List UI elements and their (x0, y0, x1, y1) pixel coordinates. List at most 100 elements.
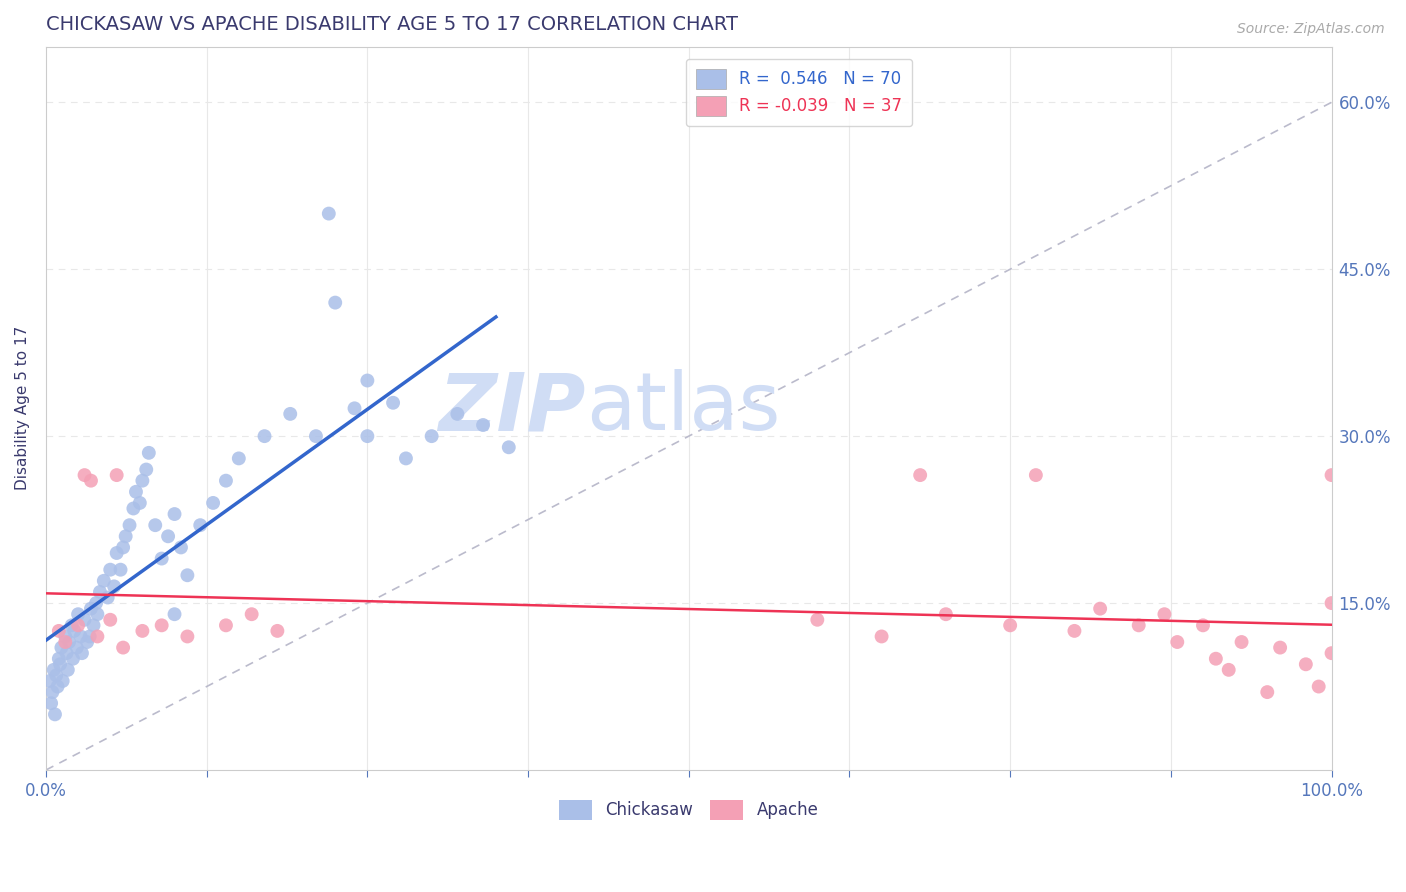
Point (138, 446, 160, 460)
Point (84, 596, 107, 610)
Point (131, 474, 153, 488)
Legend: Chickasaw, Apache: Chickasaw, Apache (553, 793, 825, 827)
Point (170, 541, 193, 555)
Point (446, 407, 468, 421)
Point (53, 635, 76, 649)
Point (318, 206, 340, 220)
Point (1218, 663, 1240, 677)
Point (1128, 618, 1150, 632)
Point (73, 468, 96, 483)
Point (356, 429, 378, 443)
Point (67, 618, 90, 632)
Point (908, 468, 931, 483)
Point (150, 551, 173, 566)
Point (870, 630, 893, 644)
Point (498, 440, 520, 454)
Point (112, 541, 135, 555)
Point (163, 507, 186, 521)
Point (1166, 635, 1188, 649)
Point (67, 607, 90, 622)
Point (176, 630, 198, 644)
Point (188, 518, 211, 533)
Point (60, 618, 83, 632)
Point (131, 624, 153, 638)
Point (998, 618, 1021, 632)
Point (83, 618, 105, 632)
Point (98, 563, 121, 577)
Point (1268, 640, 1291, 655)
Point (1230, 635, 1253, 649)
Point (103, 579, 125, 593)
Point (39, 696, 62, 710)
Point (69, 630, 91, 644)
Point (1153, 607, 1175, 622)
Point (98, 613, 121, 627)
Point (1308, 680, 1330, 694)
Point (44, 707, 66, 722)
Point (45, 668, 67, 682)
Point (1025, 468, 1047, 483)
Point (228, 451, 250, 466)
Point (420, 429, 443, 443)
Point (112, 640, 135, 655)
Point (356, 374, 378, 388)
Point (79, 630, 101, 644)
Point (114, 529, 136, 543)
Point (48, 624, 70, 638)
Point (935, 607, 957, 622)
Point (63, 624, 86, 638)
Point (266, 624, 288, 638)
Point (49, 657, 72, 672)
Text: atlas: atlas (586, 369, 780, 447)
Text: ZIP: ZIP (439, 369, 586, 447)
Point (48, 651, 70, 665)
Point (1320, 468, 1343, 483)
Point (305, 429, 328, 443)
Point (62, 651, 84, 665)
Point (38, 673, 60, 688)
Point (1320, 646, 1343, 660)
Point (323, 295, 346, 310)
Point (58, 635, 80, 649)
Point (125, 484, 148, 499)
Point (157, 529, 180, 543)
Point (1205, 651, 1227, 665)
Point (395, 451, 418, 466)
Point (202, 496, 225, 510)
Point (382, 396, 405, 410)
Point (41, 685, 63, 699)
Point (176, 568, 198, 582)
Point (343, 401, 366, 416)
Point (42, 663, 65, 677)
Point (93, 574, 115, 588)
Point (52, 673, 75, 688)
Point (135, 462, 157, 476)
Point (86, 607, 108, 622)
Point (76, 635, 98, 649)
Point (122, 501, 145, 516)
Point (118, 518, 141, 533)
Point (278, 407, 301, 421)
Point (46, 680, 69, 694)
Point (1088, 601, 1111, 615)
Point (143, 518, 166, 533)
Point (1192, 618, 1215, 632)
Point (55, 646, 77, 660)
Point (128, 496, 150, 510)
Point (806, 613, 828, 627)
Point (73, 613, 96, 627)
Point (53, 630, 76, 644)
Point (1295, 657, 1317, 672)
Point (215, 618, 238, 632)
Point (110, 563, 132, 577)
Point (240, 607, 263, 622)
Y-axis label: Disability Age 5 to 17: Disability Age 5 to 17 (15, 326, 30, 491)
Point (163, 607, 186, 622)
Point (253, 429, 276, 443)
Point (150, 618, 173, 632)
Point (80, 474, 103, 488)
Text: Source: ZipAtlas.com: Source: ZipAtlas.com (1237, 22, 1385, 37)
Point (66, 640, 89, 655)
Point (1063, 624, 1085, 638)
Point (215, 474, 238, 488)
